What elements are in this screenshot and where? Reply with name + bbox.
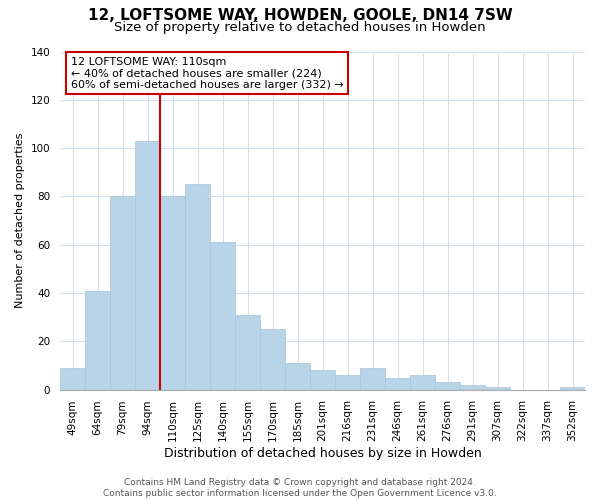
Text: 12 LOFTSOME WAY: 110sqm
← 40% of detached houses are smaller (224)
60% of semi-d: 12 LOFTSOME WAY: 110sqm ← 40% of detache… <box>71 56 343 90</box>
Bar <box>260 329 285 390</box>
Bar <box>110 196 135 390</box>
Bar <box>460 385 485 390</box>
Bar <box>360 368 385 390</box>
Bar <box>285 363 310 390</box>
Y-axis label: Number of detached properties: Number of detached properties <box>15 133 25 308</box>
Bar <box>435 382 460 390</box>
X-axis label: Distribution of detached houses by size in Howden: Distribution of detached houses by size … <box>164 447 481 460</box>
Text: 12, LOFTSOME WAY, HOWDEN, GOOLE, DN14 7SW: 12, LOFTSOME WAY, HOWDEN, GOOLE, DN14 7S… <box>88 8 512 22</box>
Bar <box>560 387 585 390</box>
Bar <box>485 387 510 390</box>
Bar <box>335 375 360 390</box>
Bar <box>185 184 210 390</box>
Bar <box>85 290 110 390</box>
Bar <box>410 375 435 390</box>
Bar <box>60 368 85 390</box>
Text: Size of property relative to detached houses in Howden: Size of property relative to detached ho… <box>114 21 486 34</box>
Bar <box>385 378 410 390</box>
Bar <box>310 370 335 390</box>
Text: Contains HM Land Registry data © Crown copyright and database right 2024.
Contai: Contains HM Land Registry data © Crown c… <box>103 478 497 498</box>
Bar <box>210 242 235 390</box>
Bar <box>160 196 185 390</box>
Bar <box>235 314 260 390</box>
Bar <box>135 141 160 390</box>
